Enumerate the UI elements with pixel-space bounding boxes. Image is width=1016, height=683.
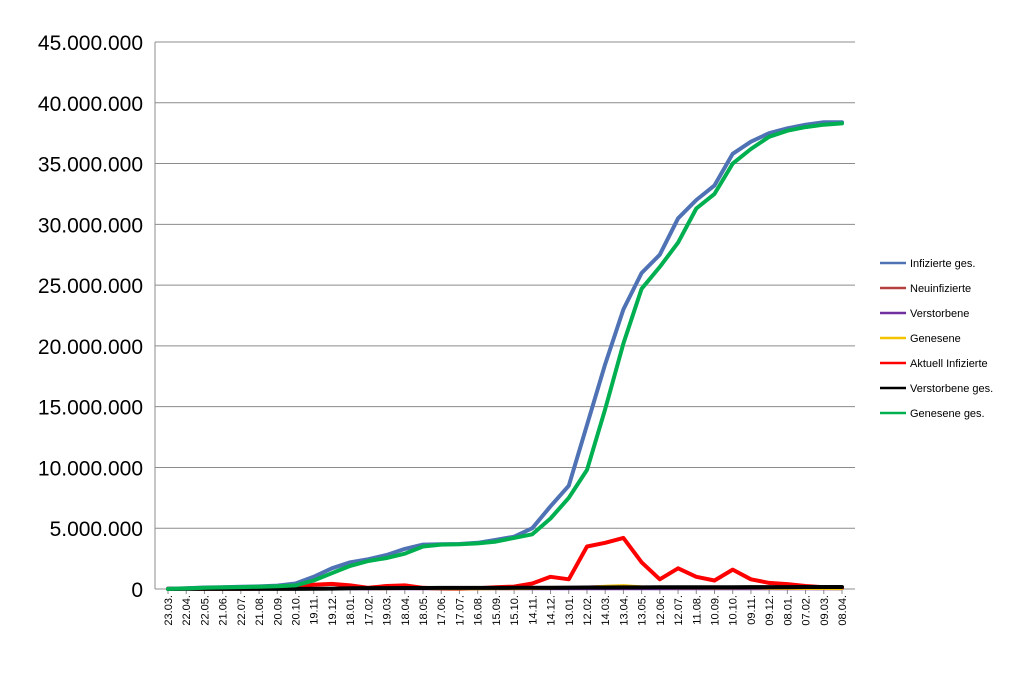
legend: Infizierte ges. Neuinfizierte Verstorbene G… [880,258,993,420]
x-tick-label: 12.07. [673,595,685,626]
gridlines [155,41,855,529]
series-line [166,585,844,591]
series-lines [166,120,844,591]
y-tick-label: 45.000.000 [38,32,143,55]
x-tick-label: 19.03. [382,595,394,626]
legend-label: Genesene ges. [910,408,985,420]
legend-label: Genesene [910,333,961,345]
y-tick-label: 0 [131,579,143,602]
y-tick-label: 25.000.000 [38,275,143,298]
y-tick-label: 30.000.000 [38,214,143,237]
x-tick-label: 18.01. [345,595,357,626]
x-tick-label: 20.10. [291,595,303,626]
x-tick-label: 09.03. [819,595,831,626]
x-tick-label: 20.09. [272,595,284,626]
y-axis-tick-labels: 0 5.000.000 10.000.000 15.000.000 20.000.000… [38,32,143,602]
x-tick-label: 14.11. [527,595,539,625]
y-tick-label: 15.000.000 [38,397,143,420]
x-tick-label: 19.12. [327,595,339,626]
series-line [166,121,844,591]
y-tick-label: 5.000.000 [50,518,143,541]
x-tick-label: 10.09. [709,595,721,626]
x-tick-label: 07.02. [801,595,813,626]
x-tick-label: 21.06. [218,595,230,626]
x-tick-label: 13.01. [564,595,576,626]
x-tick-label: 23.03. [163,595,175,626]
x-tick-label: 19.11. [309,595,321,625]
legend-label: Infizierte ges. [910,258,975,270]
axes [154,42,855,594]
series-line [166,535,844,591]
y-tick-label: 10.000.000 [38,457,143,480]
y-tick-label: 40.000.000 [38,93,143,116]
legend-label: Neuinfizierte [910,283,971,295]
x-tick-label: 13.05. [637,595,649,626]
x-tick-label: 18.04. [400,595,412,626]
x-tick-label: 09.12. [764,595,776,626]
x-tick-label: 21.08. [254,595,266,626]
x-tick-label: 17.06. [436,595,448,626]
x-tick-label: 17.07. [454,595,466,626]
x-tick-label: 14.03. [600,595,612,626]
x-tick-label: 15.09. [491,595,503,626]
x-tick-label: 22.07. [236,595,248,626]
x-tick-label: 09.11. [746,595,758,625]
x-tick-label: 12.02. [582,595,594,626]
legend-label: Verstorbene ges. [910,383,993,395]
x-axis-tick-labels: 23.03. 22.04. 22.05. 21.06. 22.07. 21.08. 20.0… [163,595,849,626]
series-line [166,120,844,591]
x-tick-label: 14.12. [546,595,558,626]
x-tick-label: 08.04. [837,595,849,626]
x-tick-label: 10.10. [728,595,740,626]
x-tick-label: 08.01. [782,595,794,626]
x-tick-label: 12.06. [655,595,667,626]
y-tick-label: 20.000.000 [38,336,143,359]
y-tick-label: 35.000.000 [38,154,143,177]
x-tick-label: 22.05. [199,595,211,626]
x-tick-label: 13.04. [618,595,630,626]
x-tick-label: 18.05. [418,595,430,626]
x-tick-label: 15.10. [509,595,521,626]
x-tick-label: 16.08. [473,595,485,626]
legend-label: Verstorbene [910,308,969,320]
x-tick-label: 11.08. [691,595,703,625]
x-tick-label: 17.02. [363,595,375,626]
legend-label: Aktuell Infizierte [910,358,988,370]
x-tick-label: 22.04. [181,595,193,626]
